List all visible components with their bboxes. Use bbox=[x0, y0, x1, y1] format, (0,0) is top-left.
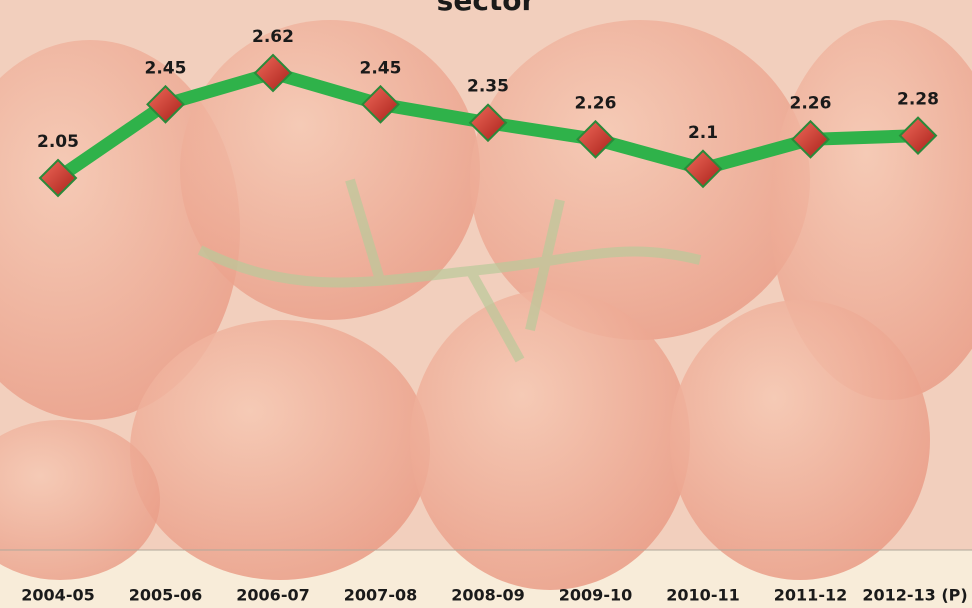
x-tick-label: 2007-08 bbox=[344, 586, 417, 605]
marker bbox=[791, 119, 830, 159]
value-label: 2.62 bbox=[252, 27, 294, 47]
x-tick-label: 2012-13 (P) bbox=[862, 586, 967, 605]
marker bbox=[683, 149, 723, 189]
value-label: 2.35 bbox=[467, 77, 509, 97]
x-tick-label: 2004-05 bbox=[21, 586, 94, 605]
value-label: 2.28 bbox=[897, 90, 939, 110]
marker bbox=[38, 158, 78, 198]
marker bbox=[576, 119, 615, 159]
value-label: 2.45 bbox=[360, 58, 402, 78]
marker bbox=[253, 53, 293, 93]
value-label: 2.1 bbox=[688, 123, 718, 143]
x-tick-label: 2006-07 bbox=[236, 586, 309, 605]
value-label: 2.26 bbox=[575, 93, 617, 113]
x-tick-label: 2011-12 bbox=[774, 586, 847, 605]
marker bbox=[468, 103, 508, 143]
marker bbox=[898, 116, 938, 156]
value-label: 2.26 bbox=[790, 93, 832, 113]
marker bbox=[146, 84, 185, 124]
x-tick-label: 2010-11 bbox=[666, 586, 739, 605]
marker bbox=[361, 84, 400, 124]
value-label: 2.45 bbox=[145, 58, 187, 78]
x-tick-label: 2005-06 bbox=[129, 586, 202, 605]
value-label: 2.05 bbox=[37, 132, 79, 152]
x-tick-label: 2008-09 bbox=[451, 586, 524, 605]
x-tick-label: 2009-10 bbox=[559, 586, 632, 605]
chart-title: sector bbox=[437, 0, 536, 17]
